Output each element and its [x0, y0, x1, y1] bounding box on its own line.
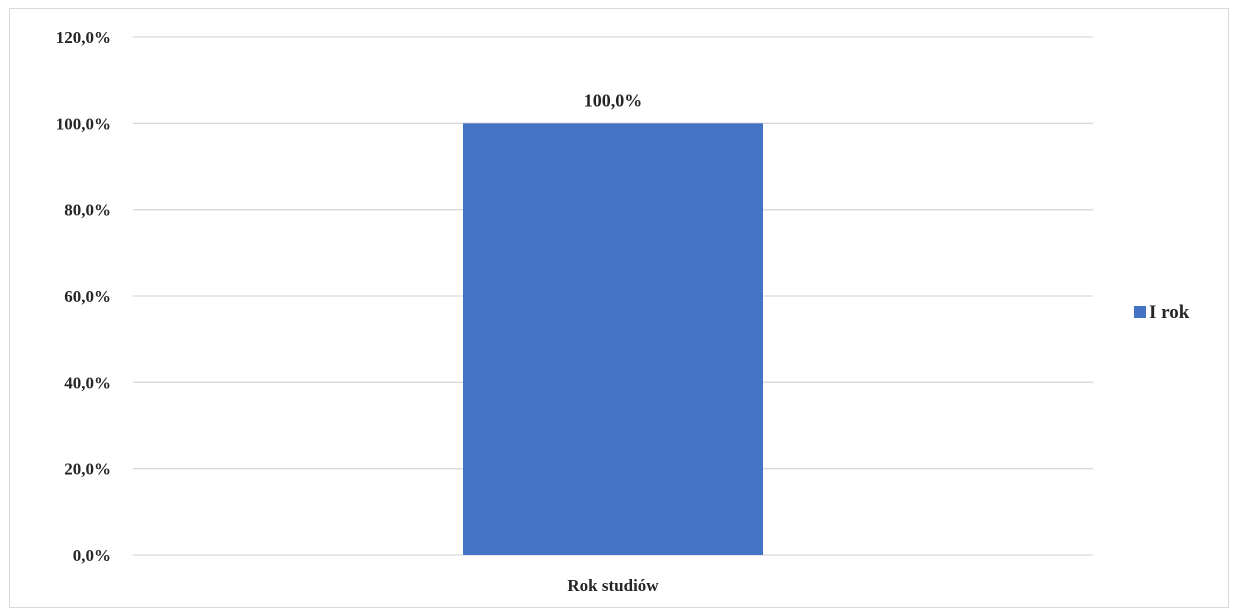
y-tick-label: 40,0%	[64, 373, 111, 392]
data-labels: 100,0%	[584, 90, 643, 110]
y-axis-tick-labels: 0,0% 20,0% 40,0% 60,0% 80,0% 100,0% 120,0%	[56, 28, 111, 565]
bar	[463, 123, 763, 555]
y-tick-label: 0,0%	[73, 546, 111, 565]
legend-swatch	[1134, 306, 1146, 318]
x-axis-category-labels: Rok studiów	[567, 576, 659, 595]
y-tick-label: 120,0%	[56, 28, 111, 47]
y-tick-label: 20,0%	[64, 460, 111, 479]
y-tick-label: 60,0%	[64, 287, 111, 306]
legend: I rok	[1134, 302, 1190, 323]
data-label: 100,0%	[584, 90, 643, 110]
bars	[463, 123, 763, 555]
x-category-label: Rok studiów	[567, 576, 659, 595]
y-tick-label: 100,0%	[56, 114, 111, 133]
y-tick-label: 80,0%	[64, 201, 111, 220]
legend-label: I rok	[1149, 302, 1190, 323]
